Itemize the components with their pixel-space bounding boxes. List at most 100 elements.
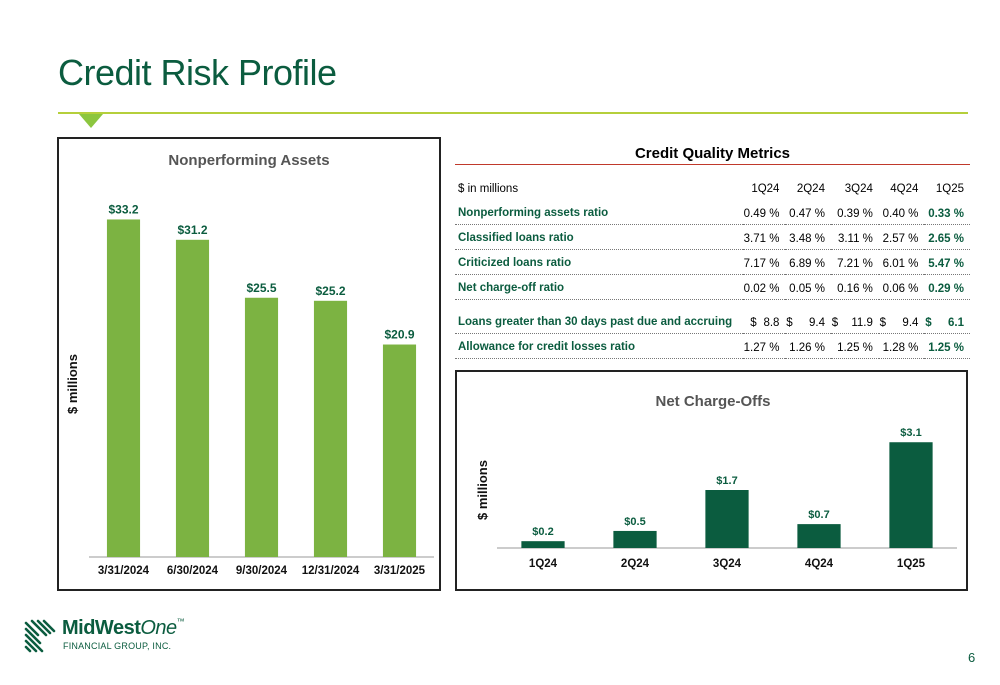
cell: 2.65 % bbox=[924, 224, 970, 250]
metrics-title: Credit Quality Metrics bbox=[634, 145, 791, 162]
x-tick-label: 6/30/2024 bbox=[167, 565, 219, 577]
table-row: Net charge-off ratio 0.02 % 0.05 % 0.16 … bbox=[455, 274, 970, 300]
currency-symbol: $ bbox=[750, 316, 757, 329]
cell: 1.25 % bbox=[924, 333, 970, 359]
cell: $ 8.8 bbox=[742, 299, 786, 334]
company-logo: MidWestOne™ FINANCIAL GROUP, INC. bbox=[24, 615, 224, 659]
x-tick-label: 12/31/2024 bbox=[302, 565, 360, 577]
bar bbox=[244, 297, 279, 557]
cell: 0.49 % bbox=[742, 199, 786, 225]
cell: 3.71 % bbox=[742, 224, 786, 250]
title-triangle-marker bbox=[79, 114, 103, 128]
header-col: 1Q25 bbox=[935, 183, 964, 195]
data-label: $31.2 bbox=[177, 223, 207, 237]
cell: 0.06 % bbox=[878, 274, 925, 300]
cell: $ 9.4 bbox=[878, 299, 925, 334]
cell: 0.33 % bbox=[924, 199, 970, 225]
x-tick-label: 3Q24 bbox=[713, 558, 742, 570]
bar bbox=[705, 490, 749, 548]
x-tick-label: 9/30/2024 bbox=[236, 565, 288, 577]
table-row: Nonperforming assets ratio 0.49 % 0.47 %… bbox=[455, 199, 970, 225]
net-charge-offs-svg: Net Charge-Offs $ millions $0.2 1Q24 $0.5 2Q2… bbox=[475, 393, 957, 570]
table-row: Allowance for credit losses ratio 1.27 %… bbox=[455, 333, 970, 359]
cell: $ 6.1 bbox=[924, 299, 970, 334]
logo-trademark: ™ bbox=[176, 617, 185, 626]
cell: $ 9.4 bbox=[785, 299, 831, 334]
currency-symbol: $ bbox=[879, 316, 887, 329]
chart-title: Nonperforming Assets bbox=[168, 152, 329, 169]
cell-value: 9.4 bbox=[902, 316, 919, 329]
bar bbox=[889, 442, 933, 548]
header-col: 4Q24 bbox=[890, 183, 919, 195]
cell: 0.40 % bbox=[878, 199, 925, 225]
y-axis-label: $ millions bbox=[475, 460, 490, 520]
row-label: Criticized loans ratio bbox=[455, 249, 743, 275]
nonperforming-assets-chart: Nonperforming Assets $ millions $33.2 3/31/… bbox=[57, 137, 441, 591]
cell: 7.21 % bbox=[830, 249, 879, 275]
header-col: 3Q24 bbox=[844, 183, 873, 195]
metrics-header-row: $ in millions 1Q24 2Q24 3Q24 4Q24 1Q25 bbox=[455, 179, 970, 199]
bar bbox=[521, 541, 565, 548]
page-number: 6 bbox=[968, 650, 976, 665]
logo-mark-icon bbox=[24, 619, 56, 653]
x-tick-label: 4Q24 bbox=[805, 558, 834, 570]
cell: 1.28 % bbox=[878, 333, 925, 359]
x-tick-label: 1Q24 bbox=[529, 558, 558, 570]
cell: 0.02 % bbox=[742, 274, 786, 300]
currency-symbol: $ bbox=[925, 316, 932, 329]
bar bbox=[313, 300, 348, 557]
cell: 0.29 % bbox=[924, 274, 970, 300]
bar bbox=[797, 524, 841, 548]
bar bbox=[613, 530, 657, 548]
cell: 0.05 % bbox=[785, 274, 831, 300]
cell: 0.16 % bbox=[830, 274, 879, 300]
currency-symbol: $ bbox=[786, 316, 793, 329]
data-label: $0.7 bbox=[808, 509, 829, 521]
cell: 3.11 % bbox=[830, 224, 879, 250]
row-label: Net charge-off ratio bbox=[455, 274, 743, 300]
data-label: $20.9 bbox=[384, 328, 414, 342]
cell: 0.39 % bbox=[830, 199, 879, 225]
cell-value: 8.8 bbox=[763, 316, 780, 329]
metrics-table: $ in millions 1Q24 2Q24 3Q24 4Q24 1Q25 N… bbox=[455, 179, 970, 359]
cell: 6.89 % bbox=[785, 249, 831, 275]
net-charge-offs-chart: Net Charge-Offs $ millions $0.2 1Q24 $0.5 2Q2… bbox=[455, 370, 968, 591]
cell: 1.26 % bbox=[785, 333, 831, 359]
title-divider bbox=[58, 112, 968, 114]
data-label: $3.1 bbox=[900, 427, 921, 439]
bar bbox=[106, 219, 141, 557]
bar bbox=[175, 239, 210, 558]
header-col: 2Q24 bbox=[796, 183, 825, 195]
cell: 1.27 % bbox=[742, 333, 786, 359]
header-units: $ in millions bbox=[458, 183, 519, 195]
chart-title: Net Charge-Offs bbox=[655, 393, 770, 410]
data-label: $25.5 bbox=[246, 281, 276, 295]
logo-name-b: One bbox=[140, 617, 177, 639]
currency-symbol: $ bbox=[831, 316, 839, 329]
row-label: Nonperforming assets ratio bbox=[455, 199, 743, 225]
logo-wordmark: MidWestOne™ bbox=[62, 617, 185, 640]
cell: 0.47 % bbox=[785, 199, 831, 225]
row-label: Allowance for credit losses ratio bbox=[455, 333, 743, 359]
credit-quality-metrics: Credit Quality Metrics $ in millions 1Q2… bbox=[455, 140, 970, 359]
page-title: Credit Risk Profile bbox=[58, 52, 337, 93]
data-label: $0.2 bbox=[532, 526, 553, 538]
data-label: $33.2 bbox=[108, 202, 138, 216]
logo-subtitle: FINANCIAL GROUP, INC. bbox=[63, 641, 172, 651]
table-row: Classified loans ratio 3.71 % 3.48 % 3.1… bbox=[455, 224, 970, 250]
logo-name-a: MidWest bbox=[62, 617, 141, 639]
x-tick-label: 3/31/2025 bbox=[374, 565, 426, 577]
table-row: Criticized loans ratio 7.17 % 6.89 % 7.2… bbox=[455, 249, 970, 275]
cell: 5.47 % bbox=[924, 249, 970, 275]
bar bbox=[382, 344, 417, 557]
nonperforming-assets-svg: Nonperforming Assets $ millions $33.2 3/31/… bbox=[65, 152, 434, 577]
data-label: $25.2 bbox=[315, 284, 345, 298]
cell: 3.48 % bbox=[785, 224, 831, 250]
cell-value: 11.9 bbox=[851, 316, 873, 329]
table-row: Loans greater than 30 days past due and … bbox=[455, 299, 970, 334]
data-label: $1.7 bbox=[716, 475, 737, 487]
cell: 1.25 % bbox=[830, 333, 879, 359]
cell-value: 6.1 bbox=[948, 316, 964, 329]
data-label: $0.5 bbox=[624, 516, 645, 528]
row-label: Loans greater than 30 days past due and … bbox=[455, 299, 743, 334]
